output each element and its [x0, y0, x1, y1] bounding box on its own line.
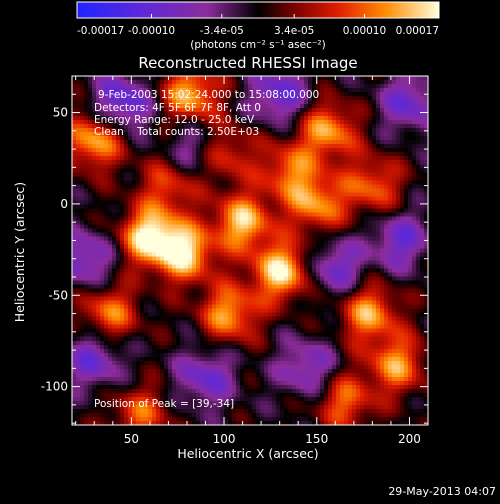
timestamp: 29-May-2013 04:07	[388, 485, 496, 498]
chart-title: Reconstructed RHESSI Image	[138, 54, 357, 72]
x-tick-label: 50	[124, 432, 139, 446]
colorbar-tick-label: 0.00017	[396, 25, 439, 37]
annotation-detectors: Detectors: 4F 5F 6F 7F 8F, Att 0	[94, 102, 261, 114]
plot-area: 50 100 150 200 -100 -50 0 50	[41, 75, 429, 446]
x-tick-label: 150	[305, 432, 328, 446]
y-axis-label: Heliocentric Y (arcsec)	[12, 182, 27, 322]
colorbar-unit-label: (photons cm⁻² s⁻¹ asec⁻²)	[190, 39, 325, 51]
y-tick-label: -50	[48, 288, 68, 302]
y-tick-label: 50	[53, 106, 68, 120]
colorbar-tick-label: 0.00010	[343, 25, 386, 37]
annotation-peak: Position of Peak = [39,-34]	[94, 398, 234, 410]
colorbar-ticks: -0.00017 -0.00010 -3.4e-05 3.4e-05 0.00010 0.…	[76, 14, 440, 37]
plot-frame	[71, 75, 429, 426]
axis-ticks: 50 100 150 200 -100 -50 0 50	[41, 75, 429, 446]
annotation-time-range: 9-Feb-2003 15:02:24.000 to 15:08:00.000	[98, 89, 319, 101]
colorbar: -0.00017 -0.00010 -3.4e-05 3.4e-05 0.00010 0.…	[76, 1, 440, 51]
x-tick-label: 200	[398, 432, 421, 446]
x-tick-label: 100	[213, 432, 236, 446]
colorbar-tick-label: -0.00010	[128, 25, 175, 37]
colorbar-tick-label: -0.00017	[77, 25, 124, 37]
annotation-clean: Clean Total counts: 2.50E+03	[94, 126, 259, 138]
colorbar-gradient	[76, 1, 440, 19]
y-tick-label: 0	[60, 197, 68, 211]
colorbar-tick-label: -3.4e-05	[200, 25, 244, 37]
y-tick-label: -100	[41, 380, 68, 394]
x-axis-label: Heliocentric X (arcsec)	[177, 446, 318, 461]
colorbar-tick-label: 3.4e-05	[274, 25, 314, 37]
annotation-energy: Energy Range: 12.0 - 25.0 keV	[94, 114, 255, 126]
heatmap-image	[72, 76, 428, 425]
